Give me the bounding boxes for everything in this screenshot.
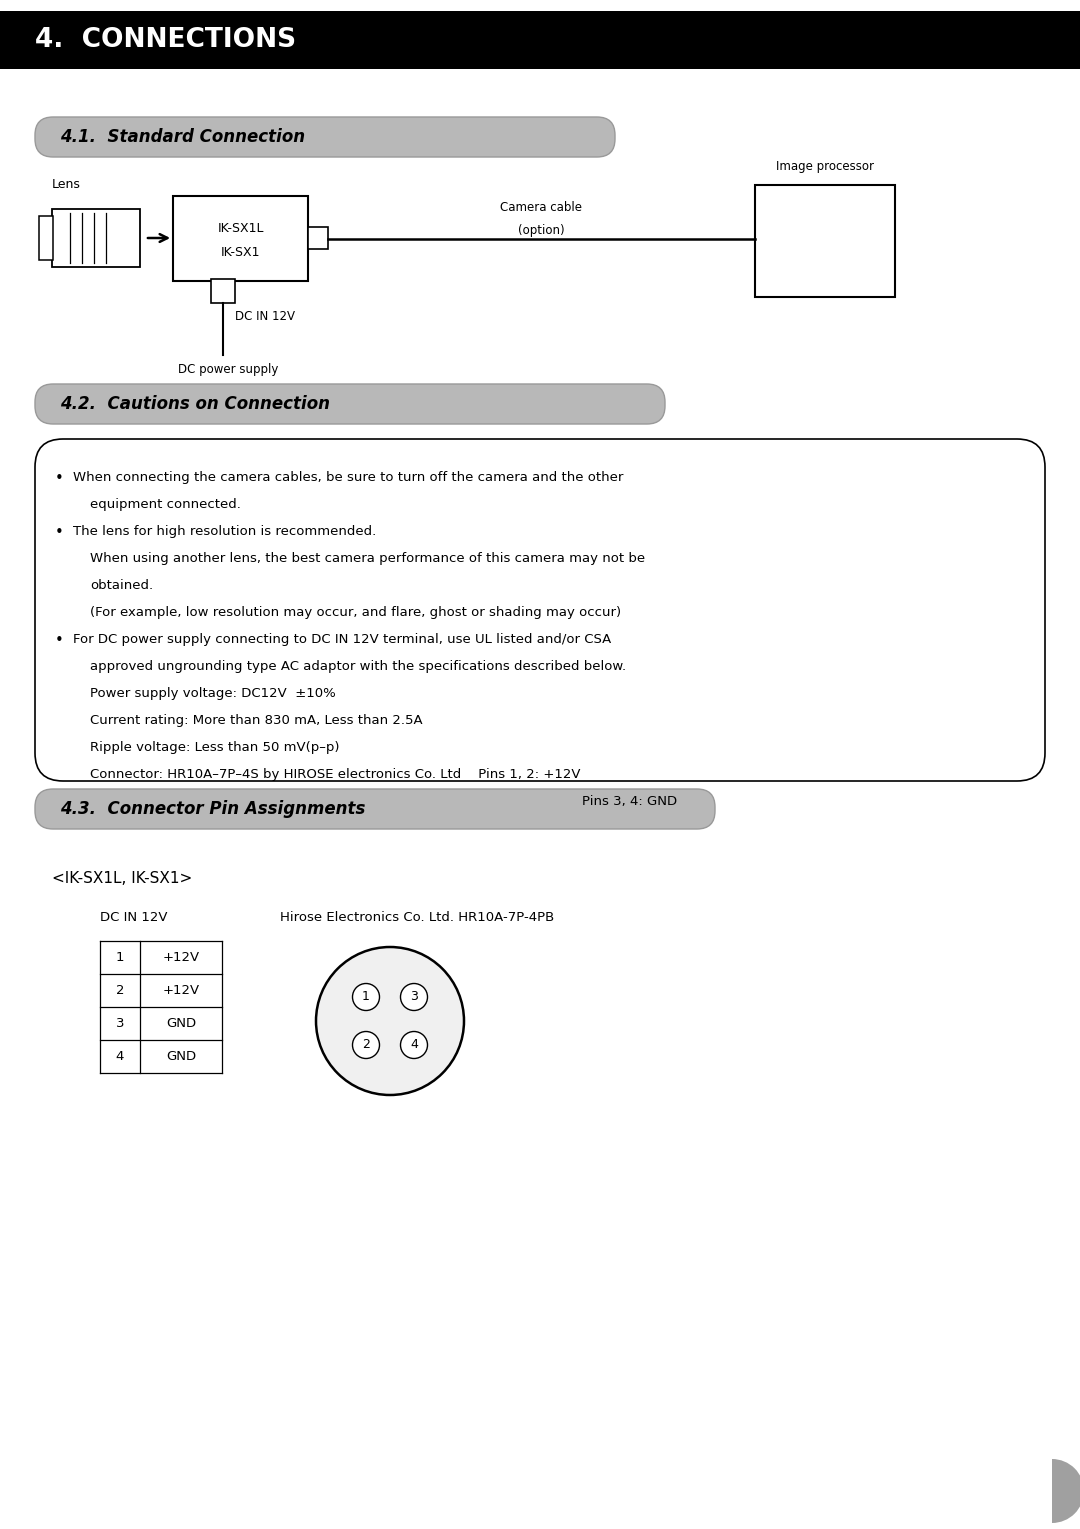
Circle shape	[401, 1032, 428, 1058]
Text: GND: GND	[166, 1050, 197, 1063]
Text: 2: 2	[362, 1038, 370, 1052]
Text: approved ungrounding type AC adaptor with the specifications described below.: approved ungrounding type AC adaptor wit…	[90, 661, 626, 673]
Text: 2: 2	[116, 985, 124, 997]
Text: Hirose Electronics Co. Ltd. HR10A-7P-4PB: Hirose Electronics Co. Ltd. HR10A-7P-4PB	[280, 911, 554, 924]
Text: IK-SX1: IK-SX1	[220, 246, 260, 260]
Text: 4: 4	[410, 1038, 418, 1052]
Text: 4.3.  Connector Pin Assignments: 4.3. Connector Pin Assignments	[60, 800, 365, 818]
Text: (For example, low resolution may occur, and flare, ghost or shading may occur): (For example, low resolution may occur, …	[90, 605, 621, 619]
Circle shape	[352, 983, 379, 1011]
FancyBboxPatch shape	[35, 439, 1045, 781]
Text: Camera cable: Camera cable	[500, 202, 582, 214]
Text: Current rating: More than 830 mA, Less than 2.5A: Current rating: More than 830 mA, Less t…	[90, 714, 422, 726]
Text: •: •	[55, 633, 64, 648]
Bar	[39, 216, 53, 260]
Text: 4.  CONNECTIONS: 4. CONNECTIONS	[35, 28, 296, 54]
Bar	[211, 278, 234, 303]
Text: 4.2.  Cautions on Connection: 4.2. Cautions on Connection	[60, 394, 330, 413]
Bar	[755, 185, 895, 297]
Text: •: •	[55, 471, 64, 486]
Text: 3: 3	[116, 1017, 124, 1031]
Text: 4: 4	[116, 1050, 124, 1063]
Text: 4.1.  Standard Connection: 4.1. Standard Connection	[60, 128, 306, 145]
Text: Ripple voltage: Less than 50 mV(p–p): Ripple voltage: Less than 50 mV(p–p)	[90, 742, 339, 754]
Text: IK-SX1L: IK-SX1L	[217, 222, 264, 235]
Text: GND: GND	[166, 1017, 197, 1031]
Text: 3: 3	[410, 991, 418, 1003]
Text: 1: 1	[362, 991, 370, 1003]
Text: DC IN 12V: DC IN 12V	[100, 911, 167, 924]
Bar	[52, 209, 140, 268]
Text: When using another lens, the best camera performance of this camera may not be: When using another lens, the best camera…	[90, 552, 645, 566]
Wedge shape	[1052, 1459, 1080, 1523]
Circle shape	[352, 1032, 379, 1058]
Bar	[0, 11, 1080, 69]
Text: Image processor: Image processor	[777, 161, 874, 173]
Text: equipment connected.: equipment connected.	[90, 498, 241, 511]
Bar	[173, 196, 308, 281]
Text: For DC power supply connecting to DC IN 12V terminal, use UL listed and/or CSA: For DC power supply connecting to DC IN …	[73, 633, 611, 645]
Text: (option): (option)	[518, 225, 565, 237]
Text: Connector: HR10A–7P–4S by HIROSE electronics Co. Ltd    Pins 1, 2: +12V: Connector: HR10A–7P–4S by HIROSE electro…	[90, 768, 581, 781]
Text: Power supply voltage: DC12V  ±10%: Power supply voltage: DC12V ±10%	[90, 687, 336, 700]
Circle shape	[401, 983, 428, 1011]
Text: The lens for high resolution is recommended.: The lens for high resolution is recommen…	[73, 524, 376, 538]
Text: obtained.: obtained.	[90, 579, 153, 592]
Text: Lens: Lens	[52, 177, 81, 191]
Text: 1: 1	[116, 951, 124, 963]
FancyBboxPatch shape	[35, 384, 665, 424]
Text: +12V: +12V	[162, 985, 200, 997]
Text: <IK-SX1L, IK-SX1>: <IK-SX1L, IK-SX1>	[52, 872, 192, 885]
Text: •: •	[55, 524, 64, 540]
FancyBboxPatch shape	[35, 789, 715, 829]
Text: Pins 3, 4: GND: Pins 3, 4: GND	[582, 795, 677, 807]
Circle shape	[316, 946, 464, 1095]
Bar	[308, 226, 328, 249]
Text: +12V: +12V	[162, 951, 200, 963]
Text: DC power supply: DC power supply	[178, 362, 279, 376]
Text: DC IN 12V: DC IN 12V	[234, 310, 295, 324]
Text: When connecting the camera cables, be sure to turn off the camera and the other: When connecting the camera cables, be su…	[73, 471, 623, 485]
FancyBboxPatch shape	[35, 118, 615, 157]
